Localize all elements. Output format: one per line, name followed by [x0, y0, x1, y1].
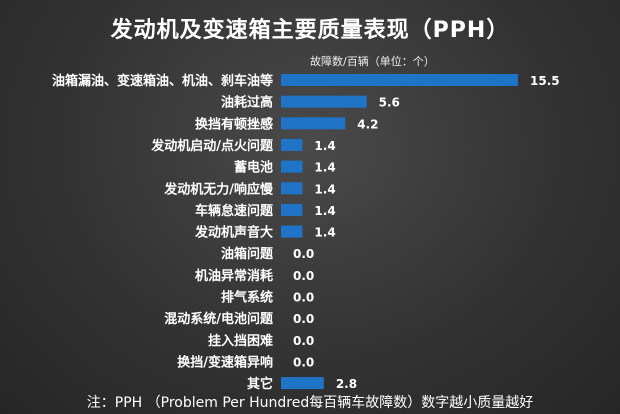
- value-label: 0.0: [293, 312, 314, 326]
- category-label: 油箱漏油、变速箱油、机油、刹车油等: [52, 73, 273, 89]
- value-label: 0.0: [293, 355, 314, 369]
- category-label: 蓄电池: [234, 160, 273, 176]
- value-label: 0.0: [293, 247, 314, 261]
- category-label: 排气系统: [221, 290, 273, 306]
- bar: [281, 138, 303, 151]
- value-label: 1.4: [314, 204, 335, 218]
- category-label: 车辆怠速问题: [195, 203, 274, 219]
- value-label: 1.4: [314, 226, 335, 240]
- bar: [281, 74, 518, 86]
- value-label: 4.2: [357, 117, 378, 131]
- chart-title: 发动机及变速箱主要质量表现（PPH）: [110, 18, 510, 43]
- value-label: 15.5: [530, 74, 560, 88]
- bar: [281, 95, 367, 108]
- value-label: 0.0: [293, 269, 314, 283]
- value-label: 2.8: [336, 377, 357, 391]
- bar: [281, 377, 324, 390]
- category-label: 发动机声音大: [194, 225, 273, 241]
- bar: [281, 182, 303, 195]
- bar: [281, 225, 303, 238]
- category-label: 机油异常消耗: [195, 268, 273, 284]
- value-label: 0.0: [293, 334, 314, 348]
- value-label: 1.4: [314, 182, 335, 196]
- value-label: 5.6: [379, 96, 400, 110]
- category-label: 其它: [247, 376, 273, 392]
- category-label: 发动机启动/点火问题: [150, 138, 274, 154]
- category-label: 混动系统/电池问题: [164, 311, 274, 327]
- value-label: 1.4: [314, 139, 335, 153]
- value-label: 1.4: [314, 161, 335, 175]
- footnote: 注：PPH （Problem Per Hundred每百辆车故障数）数字越小质量…: [86, 395, 534, 411]
- unit-note: 故障数/百辆（单位：个）: [310, 55, 435, 68]
- category-label: 发动机无力/响应慢: [163, 181, 274, 197]
- bar: [281, 117, 346, 130]
- bar: [281, 160, 303, 173]
- category-label: 油耗过高: [221, 95, 273, 111]
- bar: [281, 203, 303, 216]
- value-label: 0.0: [293, 291, 314, 305]
- category-label: 换挡/变速箱异响: [177, 354, 273, 370]
- category-label: 换挡有顿挫感: [195, 116, 273, 132]
- category-label: 油箱问题: [221, 246, 274, 262]
- category-label: 挂入挡困难: [208, 333, 273, 349]
